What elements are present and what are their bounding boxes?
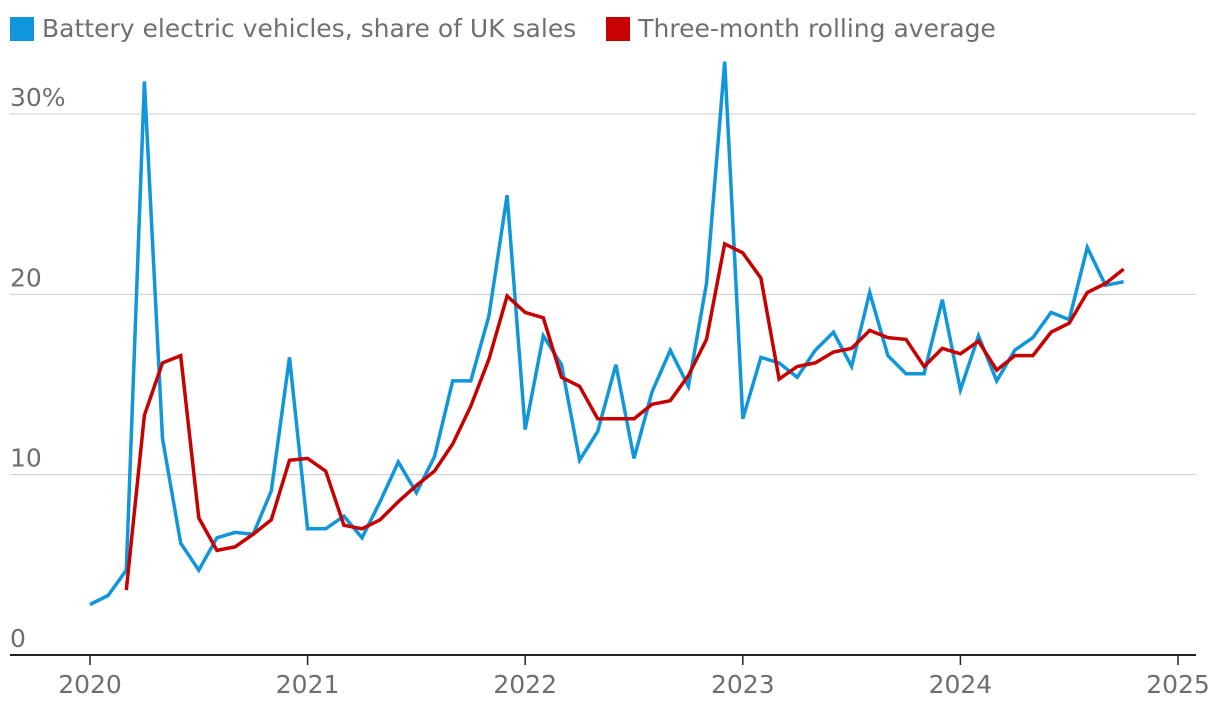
x-tick-label: 2022	[493, 670, 557, 699]
y-axis-tick-labels: 0 10 20 30%	[10, 83, 66, 653]
x-axis: 2020 2021 2022 2023 2024 2025	[10, 654, 1210, 699]
y-tick-label: 20	[10, 263, 42, 292]
legend-label-bev-share: Battery electric vehicles, share of UK s…	[42, 14, 577, 43]
x-tick-label: 2025	[1146, 670, 1210, 699]
y-tick-label: 30%	[10, 83, 66, 112]
rolling-average-line	[124, 241, 1125, 591]
x-tick-label: 2020	[58, 670, 122, 699]
x-tick-label: 2023	[711, 670, 775, 699]
legend-item-rolling-average: Three-month rolling average	[606, 14, 996, 43]
legend-label-rolling-average: Three-month rolling average	[638, 14, 996, 43]
y-tick-label: 10	[10, 444, 42, 473]
x-tick-label: 2024	[929, 670, 993, 699]
gridlines	[10, 113, 1196, 476]
x-tick-label: 2021	[276, 670, 340, 699]
bev-share-line	[89, 61, 1124, 607]
legend-item-bev-share: Battery electric vehicles, share of UK s…	[10, 14, 576, 43]
legend-swatch-rolling-average	[606, 16, 631, 41]
series-lines	[89, 61, 1125, 607]
y-tick-label: 0	[10, 624, 26, 653]
legend: Battery electric vehicles, share of UK s…	[10, 14, 1026, 43]
legend-swatch-bev-share	[10, 16, 34, 41]
